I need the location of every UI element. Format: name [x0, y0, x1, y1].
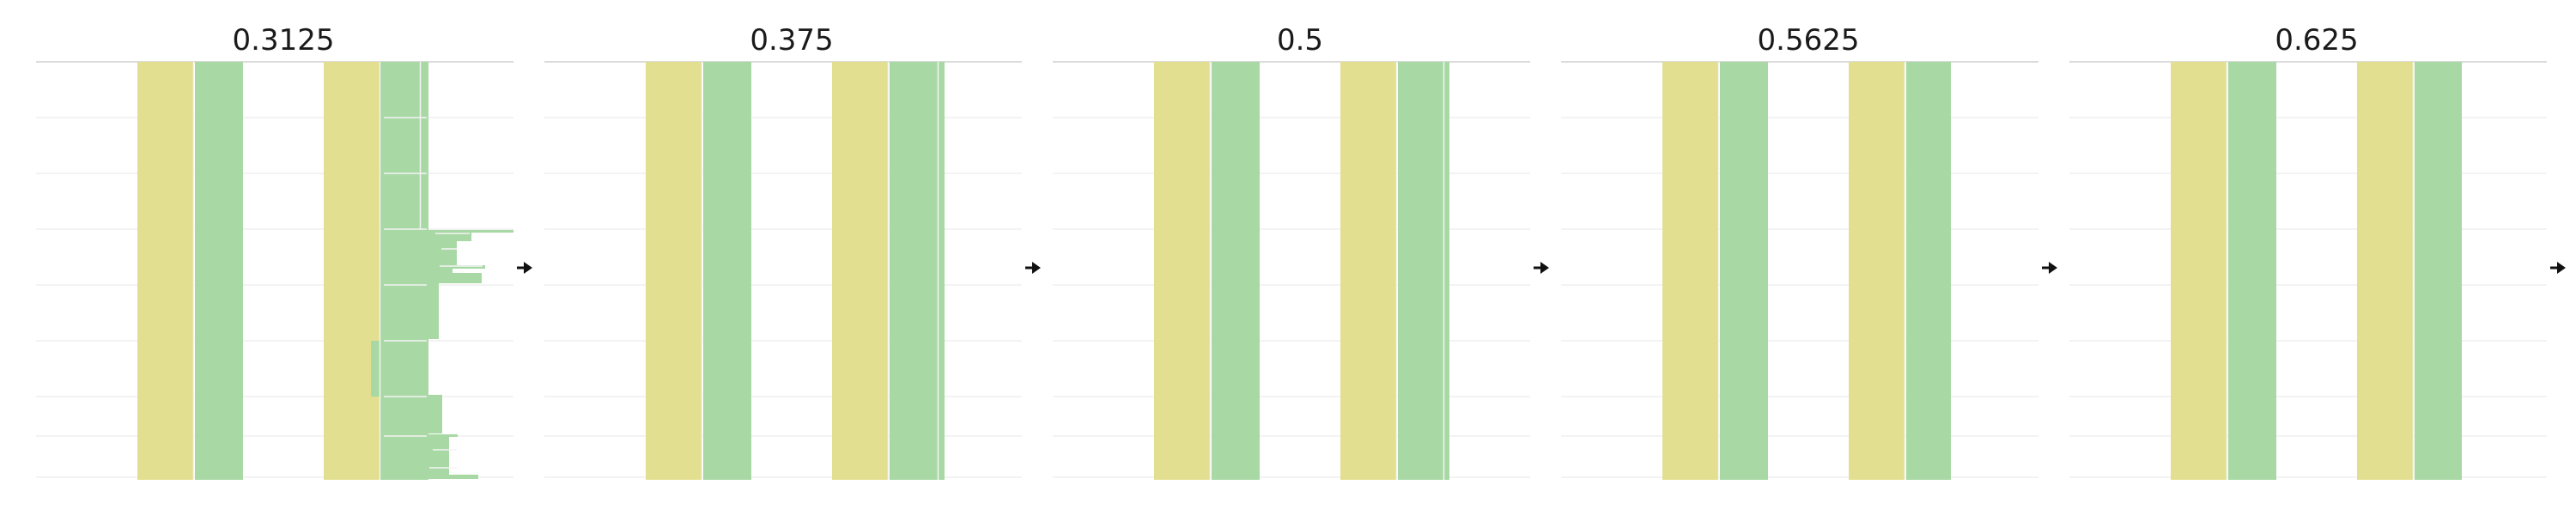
panel-title: 0.375	[750, 23, 833, 58]
yellow-band	[2171, 62, 2227, 480]
green-spike	[427, 233, 471, 241]
panel-title: 0.3125	[233, 23, 335, 58]
panel-1: 0.375	[544, 23, 1041, 480]
green-spike	[427, 230, 513, 233]
green-band	[703, 62, 751, 480]
separators	[1717, 62, 1906, 480]
yellow-band	[324, 62, 380, 480]
panel-3: 0.5625	[1561, 23, 2057, 480]
green-spike	[427, 273, 482, 283]
bands	[646, 62, 945, 480]
gridlines	[1053, 61, 1530, 478]
panel-title: 0.625	[2275, 23, 2358, 58]
panel-title: 0.5	[1277, 23, 1323, 58]
yellow-band	[1154, 62, 1210, 480]
green-spike	[427, 437, 449, 475]
green-band	[1906, 62, 1951, 480]
green-band	[1720, 62, 1768, 480]
panel-0: 0.3125	[36, 23, 532, 480]
panel-4: 0.625	[2069, 23, 2566, 480]
green-band	[890, 62, 945, 480]
green-spike	[371, 341, 381, 397]
yellow-band	[1849, 62, 1905, 480]
green-band	[2228, 62, 2276, 480]
yellow-band	[2357, 62, 2413, 480]
green-spike	[427, 265, 485, 269]
separators	[1209, 62, 1445, 480]
yellow-band	[1662, 62, 1718, 480]
gridlines	[36, 61, 513, 478]
arrow-right-icon	[2550, 262, 2566, 274]
arrow-right-icon	[2042, 262, 2057, 274]
green-band	[1398, 62, 1449, 480]
green-spike	[427, 283, 439, 339]
gridlines	[2069, 61, 2547, 478]
yellow-band	[1340, 62, 1396, 480]
gridlines	[1561, 61, 2038, 478]
green-spike	[427, 395, 442, 433]
green-spike	[427, 434, 458, 437]
bands	[1154, 62, 1449, 480]
green-band	[2415, 62, 2462, 480]
green-band	[380, 62, 428, 480]
arrow-right-icon	[517, 262, 532, 274]
yellow-band	[832, 62, 888, 480]
panel-2: 0.5	[1053, 23, 1549, 480]
bands	[2171, 62, 2462, 480]
separators	[2226, 62, 2415, 480]
green-band	[195, 62, 243, 480]
green-spike	[427, 269, 453, 273]
separators	[701, 62, 939, 480]
panel-title: 0.5625	[1758, 23, 1860, 58]
bands	[137, 62, 513, 480]
green-spike	[384, 475, 478, 479]
separators	[192, 62, 483, 480]
green-band	[1212, 62, 1260, 480]
yellow-band	[137, 62, 193, 480]
bands	[1662, 62, 1951, 480]
gridlines	[544, 61, 1022, 478]
yellow-band	[646, 62, 702, 480]
green-spike	[427, 241, 457, 265]
arrow-right-icon	[1534, 262, 1549, 274]
arrow-right-icon	[1025, 262, 1041, 274]
